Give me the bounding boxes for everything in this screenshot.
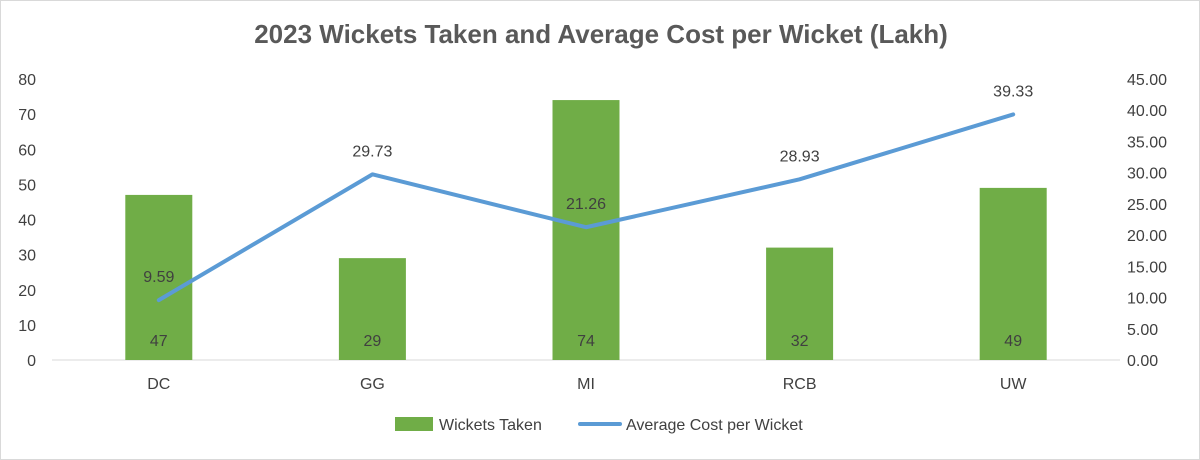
- y-left-tick-label: 70: [18, 107, 36, 124]
- line-data-label: 39.33: [993, 83, 1033, 100]
- bar-wickets: [125, 194, 193, 360]
- bar-data-label: 47: [150, 333, 168, 350]
- y-left-tick-label: 40: [18, 213, 36, 230]
- bar-data-label: 74: [577, 333, 595, 350]
- bar-data-label: 29: [364, 333, 382, 350]
- y-right-tick-label: 35.00: [1127, 134, 1167, 151]
- bar-wickets: [552, 100, 620, 360]
- x-category-label: UW: [1000, 376, 1028, 393]
- line-data-label: 29.73: [352, 143, 392, 160]
- bar-wickets: [766, 247, 834, 360]
- y-right-tick-label: 10.00: [1127, 291, 1167, 308]
- y-right-tick-label: 45.00: [1127, 72, 1167, 89]
- x-category-label: MI: [577, 376, 595, 393]
- y-left-tick-label: 20: [18, 283, 36, 300]
- line-data-label: 21.26: [566, 196, 606, 213]
- line-data-label: 9.59: [143, 269, 174, 286]
- y-right-tick-label: 40.00: [1127, 103, 1167, 120]
- bar-wickets: [979, 187, 1047, 360]
- x-category-label: DC: [147, 376, 170, 393]
- y-left-tick-label: 10: [18, 318, 36, 335]
- legend-label-wickets: Wickets Taken: [439, 417, 542, 434]
- y-right-tick-label: 25.00: [1127, 197, 1167, 214]
- y-left-tick-label: 60: [18, 142, 36, 159]
- x-category-label: RCB: [783, 376, 817, 393]
- bar-data-label: 49: [1004, 333, 1022, 350]
- legend-label-avg-cost: Average Cost per Wicket: [626, 417, 803, 434]
- y-right-tick-label: 20.00: [1127, 228, 1167, 245]
- bar-data-label: 32: [791, 333, 809, 350]
- chart-title: 2023 Wickets Taken and Average Cost per …: [254, 19, 948, 49]
- y-left-tick-label: 30: [18, 248, 36, 265]
- y-right-tick-label: 5.00: [1127, 322, 1158, 339]
- y-left-tick-label: 0: [27, 353, 36, 370]
- y-right-tick-label: 30.00: [1127, 166, 1167, 183]
- y-left-tick-label: 50: [18, 177, 36, 194]
- y-right-tick-label: 15.00: [1127, 259, 1167, 276]
- y-left-tick-label: 80: [18, 72, 36, 89]
- bar-wickets: [338, 258, 406, 360]
- x-category-label: GG: [360, 376, 385, 393]
- legend-swatch-wickets: [395, 417, 433, 431]
- y-right-tick-label: 0.00: [1127, 353, 1158, 370]
- line-data-label: 28.93: [780, 148, 820, 165]
